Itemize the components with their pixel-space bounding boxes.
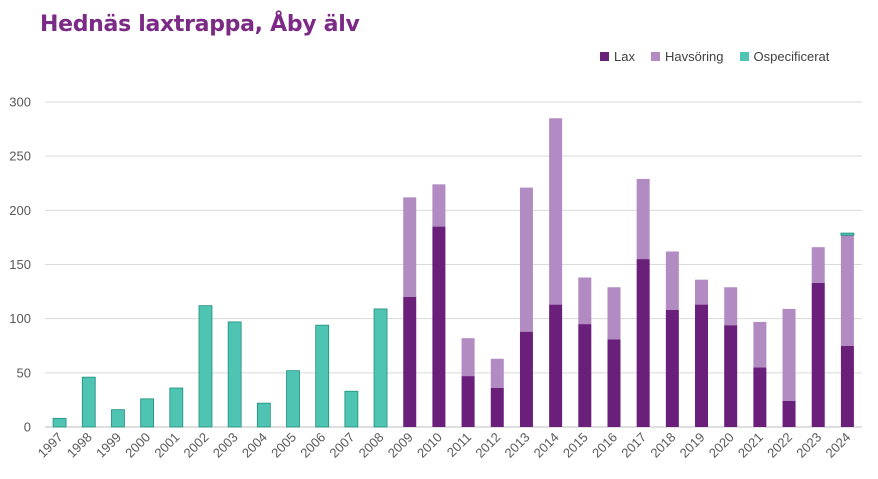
bar-ospecificerat-1998	[81, 376, 96, 428]
legend: Lax Havsöring Ospecificerat	[600, 49, 829, 64]
x-tick-label: 2011	[444, 430, 474, 460]
x-tick-label: 1999	[93, 430, 124, 461]
bar-lax-2021	[753, 367, 767, 427]
bar-havsring-2022	[782, 308, 796, 401]
x-tick-label: 2002	[181, 430, 212, 461]
chart-title: Hednäs laxtrappa, Åby älv	[40, 12, 360, 37]
y-tick-label: 300	[9, 95, 31, 110]
bar-lax-2020	[724, 325, 738, 427]
bar-ospecificerat-1999	[111, 409, 125, 428]
y-tick-label: 250	[9, 149, 31, 164]
bar-ospecificerat-2007	[344, 390, 359, 428]
bar-lax-2012	[490, 388, 504, 427]
bar-lax-2022	[782, 401, 796, 427]
bar-havsring-2012	[490, 358, 504, 388]
x-tick-label: 1997	[35, 430, 66, 461]
bar-lax-2024	[840, 345, 854, 427]
x-tick-label: 2008	[356, 430, 387, 461]
bar-lax-2009	[403, 297, 417, 427]
bar-lax-2011	[461, 376, 475, 427]
bar-ospecificerat-2024	[840, 232, 855, 236]
x-tick-label: 2010	[414, 430, 445, 461]
x-tick-label: 2007	[326, 430, 357, 461]
bar-lax-2017	[636, 259, 650, 427]
bar-havsring-2013	[519, 187, 533, 332]
legend-swatch-ospecificerat	[739, 52, 749, 61]
x-tick-label: 2019	[677, 430, 708, 461]
legend-label-lax: Lax	[614, 49, 635, 64]
legend-label-havsoring: Havsöring	[664, 49, 724, 64]
bar-ospecificerat-2003	[227, 321, 242, 428]
bar-ospecificerat-2004	[256, 402, 271, 428]
legend-swatch-lax	[600, 52, 609, 61]
bar-ospecificerat-2006	[315, 324, 330, 428]
x-tick-label: 2013	[502, 430, 533, 461]
legend-label-ospecificerat: Ospecificerat	[753, 49, 830, 64]
x-tick-label: 2024	[822, 430, 853, 461]
bar-ospecificerat-2000	[140, 398, 155, 428]
x-tick-label: 2015	[560, 430, 591, 461]
x-tick-label: 2012	[472, 430, 503, 461]
x-tick-label: 2016	[589, 430, 620, 461]
legend-item-lax: Lax	[600, 49, 635, 64]
x-tick-label: 2003	[210, 430, 241, 461]
y-tick-label: 100	[9, 311, 31, 326]
x-tick-label: 2006	[297, 430, 328, 461]
x-tick-label: 2018	[647, 430, 678, 461]
x-tick-label: 2000	[122, 430, 153, 461]
bar-ospecificerat-1997	[52, 417, 67, 428]
bar-havsring-2009	[403, 197, 417, 297]
bar-lax-2010	[432, 226, 446, 427]
bar-lax-2016	[607, 339, 621, 427]
bar-ospecificerat-2005	[286, 370, 300, 428]
bar-ospecificerat-2001	[169, 387, 184, 428]
bar-havsring-2011	[461, 338, 475, 377]
x-tick-label: 2009	[385, 430, 416, 461]
x-tick-label: 2022	[764, 430, 795, 461]
bar-havsring-2023	[811, 247, 825, 283]
bar-havsring-2021	[753, 321, 767, 368]
bar-lax-2023	[811, 282, 825, 427]
bar-havsring-2019	[695, 279, 709, 305]
x-tick-label: 2023	[793, 430, 824, 461]
bar-havsring-2016	[607, 287, 621, 340]
x-tick-label: 2020	[706, 430, 737, 461]
bar-havsring-2015	[578, 277, 592, 325]
y-tick-label: 150	[9, 257, 31, 272]
x-tick-label: 2005	[268, 430, 299, 461]
bar-lax-2019	[695, 304, 709, 427]
bar-havsring-2020	[724, 287, 738, 326]
legend-item-havsoring: Havsöring	[650, 49, 724, 64]
y-tick-label: 0	[24, 420, 31, 435]
bar-havsring-2024	[840, 235, 854, 346]
bar-ospecificerat-2008	[373, 308, 388, 428]
bar-lax-2018	[665, 310, 679, 427]
bar-ospecificerat-2002	[198, 305, 213, 428]
x-tick-label: 2014	[531, 430, 562, 461]
legend-swatch-havsoring	[650, 52, 660, 61]
bar-lax-2014	[549, 304, 563, 427]
y-tick-label: 200	[9, 203, 31, 218]
bar-havsring-2018	[665, 251, 679, 310]
bar-lax-2013	[519, 331, 533, 427]
x-tick-label: 2017	[618, 430, 649, 461]
x-tick-label: 2004	[239, 430, 270, 461]
x-tick-label: 1998	[64, 430, 95, 461]
bar-havsring-2017	[636, 178, 650, 260]
legend-item-ospecificerat: Ospecificerat	[739, 49, 830, 64]
x-tick-label: 2001	[151, 430, 182, 461]
bar-havsring-2010	[432, 184, 446, 227]
y-tick-label: 50	[17, 365, 31, 380]
bar-lax-2015	[578, 324, 592, 427]
x-tick-label: 2021	[735, 430, 766, 461]
bar-havsring-2014	[549, 118, 563, 305]
